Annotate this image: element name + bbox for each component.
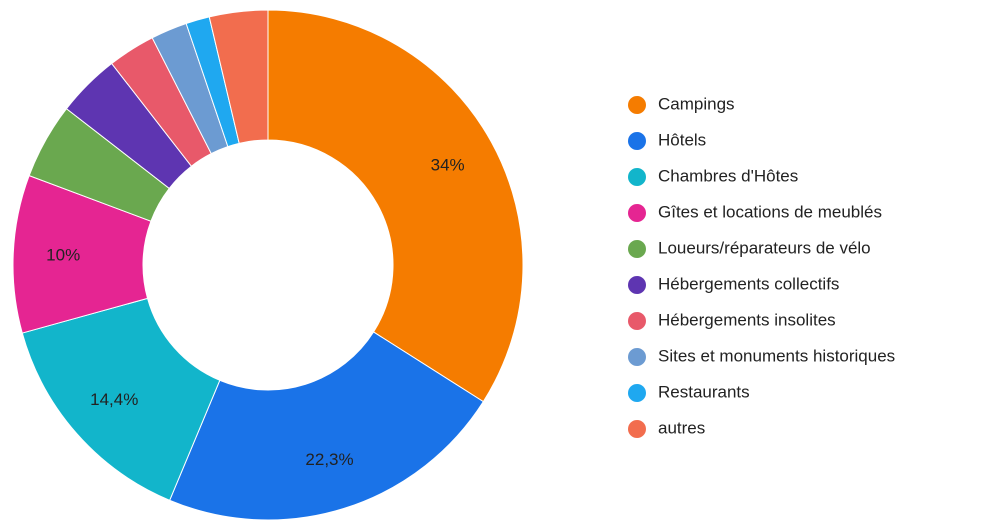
data-label: 22,3% [305,450,353,469]
pie-slice [21,297,221,501]
legend-marker [628,312,646,330]
legend-label: Hébergements collectifs [658,274,839,293]
legend-label: Gîtes et locations de meublés [658,202,882,221]
legend-marker [628,276,646,294]
legend-marker [628,96,646,114]
legend-marker [628,420,646,438]
pie-slice [208,9,269,144]
legend-marker [628,384,646,402]
legend-marker [628,132,646,150]
legend-label: autres [658,418,705,437]
data-label: 14,4% [90,390,138,409]
legend-label: Campings [658,94,735,113]
pie-slice [267,9,524,403]
legend-marker [628,168,646,186]
pie-slice [169,331,484,520]
legend-label: Hôtels [658,130,706,149]
legend-label: Sites et monuments historiques [658,346,895,365]
legend-label: Restaurants [658,382,750,401]
legend-label: Loueurs/réparateurs de vélo [658,238,871,257]
legend-marker [628,204,646,222]
data-label: 10% [46,245,80,264]
legend-label: Chambres d'Hôtes [658,166,798,185]
legend-label: Hébergements insolites [658,310,836,329]
legend-marker [628,240,646,258]
data-label: 34% [431,156,465,175]
legend-marker [628,348,646,366]
